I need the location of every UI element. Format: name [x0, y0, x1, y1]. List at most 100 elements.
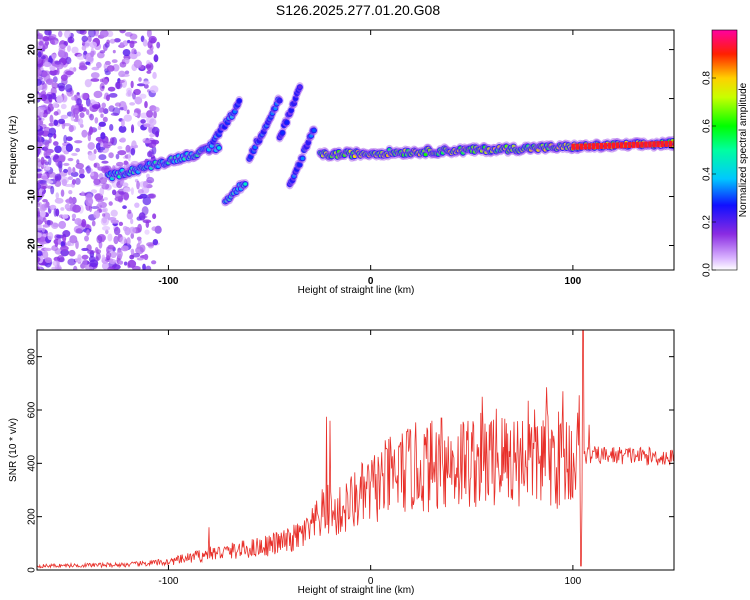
spectrogram-noise-cell	[144, 229, 150, 235]
spectrogram-noise-cell	[106, 251, 112, 259]
spectrogram-peak-cell	[664, 140, 668, 147]
spectrogram-noise-cell	[72, 204, 82, 213]
spectrogram-noise-cell	[91, 66, 100, 71]
spectrogram-noise-cell	[126, 211, 134, 220]
spectrogram-noise-cell	[110, 219, 120, 224]
spectrogram-noise-cell	[135, 51, 141, 57]
spectrogram-noise-cell	[39, 211, 46, 217]
spectrogram-noise-cell	[140, 119, 146, 124]
spectrogram-noise-cell	[93, 178, 101, 186]
spectrogram-noise-cell	[136, 257, 144, 261]
spectrogram-noise-cell	[142, 80, 150, 85]
spectrogram-core-cell	[209, 144, 214, 148]
spectrogram-noise-cell	[65, 70, 74, 76]
spectrogram-noise-cell	[106, 39, 111, 45]
spectrogram-noise-cell	[118, 221, 124, 226]
spectrogram-core-cell	[297, 162, 302, 167]
spectrogram-noise-cell	[107, 86, 116, 92]
spectrogram-noise-cell	[62, 214, 69, 219]
spectrogram-noise-cell	[65, 84, 73, 93]
spectrogram-noise-cell	[49, 114, 54, 124]
spectrogram-noise-cell	[134, 96, 143, 105]
spectrogram-noise-cell	[108, 92, 118, 98]
spectrogram-noise-cell	[95, 61, 102, 69]
spectrogram-noise-cell	[57, 30, 63, 38]
spectrogram-noise-cell	[151, 260, 157, 265]
spectrogram-noise-cell	[113, 38, 121, 43]
spectrogram-core-cell	[294, 167, 299, 171]
spectrogram-noise-cell	[51, 222, 59, 229]
spectrogram-peak-cell	[595, 143, 600, 150]
spectrogram-core-cell	[297, 85, 302, 89]
spectrogram-noise-cell	[143, 140, 152, 144]
spectrogram-noise-cell	[45, 78, 54, 86]
spectrogram-noise-cell	[106, 65, 115, 72]
spectrogram-noise-cell	[79, 173, 85, 179]
spectrogram-noise-cell	[38, 117, 42, 121]
spectrogram-peak-cell	[632, 141, 636, 148]
spectrogram-noise-cell	[41, 71, 48, 78]
spectrogram-noise-cell	[46, 180, 54, 184]
spectrogram-noise-cell	[76, 53, 86, 60]
spectrogram-marks	[37, 30, 674, 270]
spectrogram-noise-cell	[124, 226, 131, 236]
spectrogram-noise-cell	[109, 38, 116, 44]
spectrogram-core-cell	[261, 129, 266, 134]
spectrogram-noise-cell	[55, 192, 60, 200]
spectrogram-core-cell	[270, 111, 275, 116]
spectrogram-noise-cell	[112, 189, 117, 196]
spectrogram-peak-cell	[583, 143, 588, 150]
spectrogram-core-cell	[352, 154, 357, 159]
spectrogram-noise-cell	[97, 125, 102, 131]
spectrogram-noise-cell	[102, 216, 107, 224]
spectrogram-noise-cell	[142, 263, 146, 270]
spectrogram-noise-cell	[60, 249, 70, 257]
spectrogram-noise-cell	[101, 213, 106, 217]
spectrogram-core-cell	[277, 98, 282, 103]
spectrogram-core-cell	[176, 154, 181, 159]
spectrogram-noise-cell	[37, 56, 42, 64]
spectrogram-noise-cell	[72, 107, 80, 115]
spectrogram-noise-cell	[107, 244, 115, 250]
spectrogram-noise-cell	[81, 45, 87, 51]
spectrogram-core-cell	[217, 132, 221, 137]
spectrogram-noise-cell	[40, 124, 47, 129]
spectrogram-noise-cell	[76, 97, 82, 106]
colorbar: 0.0 0.2 0.4 0.6 0.8 Normalized spectral ampl…	[702, 29, 749, 277]
spectrogram-core-cell	[248, 154, 253, 159]
spectrogram-noise-cell	[151, 146, 157, 155]
spectrogram-peak-cell	[591, 143, 596, 150]
spectrogram-noise-cell	[84, 78, 92, 88]
spectrogram-noise-cell	[129, 102, 136, 106]
spectrogram-noise-cell	[132, 91, 136, 100]
spectrogram-noise-cell	[136, 83, 145, 87]
spectrogram-noise-cell	[37, 198, 40, 203]
spectrogram-noise-cell	[49, 66, 56, 71]
spectrogram-noise-cell	[126, 87, 133, 94]
spectrogram-noise-cell	[107, 266, 115, 270]
spectrogram-noise-cell	[43, 61, 52, 68]
spectrogram-noise-cell	[67, 157, 74, 162]
spectrogram-noise-cell	[45, 166, 51, 171]
spectrogram-noise-cell	[43, 145, 49, 151]
spectrogram-noise-cell	[119, 236, 127, 245]
spectrogram-noise-cell	[70, 171, 79, 177]
spectrogram-noise-cell	[52, 260, 60, 267]
spectrogram-noise-cell	[136, 242, 141, 250]
spectrogram-noise-cell	[53, 111, 59, 116]
spectrogram-noise-cell	[146, 176, 155, 184]
spectrogram-noise-cell	[127, 209, 132, 214]
spectrogram-noise-cell	[62, 122, 71, 127]
spectrogram-noise-cell	[85, 61, 91, 65]
spectrogram-core-cell	[342, 153, 347, 157]
spectrogram-noise-cell	[37, 158, 41, 163]
spectrogram-noise-cell	[94, 117, 99, 124]
spectrogram-noise-cell	[64, 203, 71, 210]
colorbar-tick-label: 0.2	[702, 215, 713, 229]
spectrogram-noise-cell	[89, 103, 93, 111]
spectrogram-noise-cell	[147, 150, 153, 158]
spectrogram-noise-cell	[37, 202, 41, 208]
spectrogram-noise-cell	[127, 39, 131, 44]
spectrogram-noise-cell	[37, 226, 43, 231]
